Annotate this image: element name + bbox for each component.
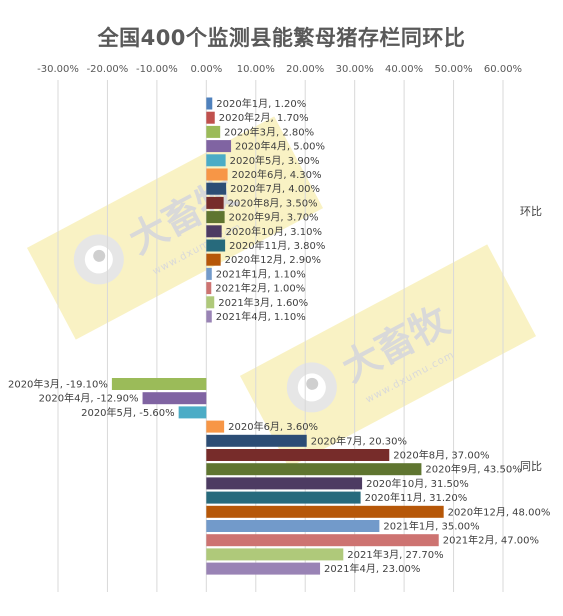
- bar: [206, 267, 212, 280]
- data-label: 2020年3月, 2.80%: [224, 125, 314, 138]
- x-tick-label: 60.00%: [484, 64, 522, 75]
- bar: [206, 520, 380, 532]
- data-label: 2020年5月, 3.90%: [230, 154, 320, 167]
- bar: [206, 434, 307, 447]
- data-label: 2020年5月, -5.60%: [81, 406, 175, 419]
- data-label: 2020年7月, 4.00%: [230, 182, 320, 195]
- data-label: 2021年1月, 1.10%: [216, 267, 306, 280]
- data-label: 2020年8月, 3.50%: [228, 196, 318, 209]
- data-label: 2020年6月, 3.60%: [228, 420, 318, 433]
- group-label: 环比: [520, 205, 542, 218]
- bar: [206, 168, 228, 181]
- x-tick-label: 20.00%: [286, 64, 324, 75]
- bar: [206, 182, 227, 195]
- data-label: 2020年9月, 3.70%: [229, 211, 319, 224]
- data-label: 2020年8月, 37.00%: [393, 449, 489, 462]
- data-label: 2020年4月, 5.00%: [235, 140, 325, 153]
- bar: [206, 562, 321, 575]
- bar: [206, 548, 344, 561]
- data-label: 2020年10月, 31.50%: [366, 477, 469, 490]
- bar: [206, 111, 215, 124]
- data-label: 2020年4月, -12.90%: [39, 392, 139, 405]
- chart-title: 全国400个监测县能繁母猪存栏同环比: [97, 26, 466, 50]
- data-label: 2021年3月, 27.70%: [347, 548, 443, 561]
- bar: [206, 97, 213, 110]
- bar: [206, 282, 212, 295]
- data-label: 2020年1月, 1.20%: [216, 97, 306, 110]
- data-label: 2021年2月, 1.00%: [215, 282, 305, 295]
- bar: [206, 154, 226, 167]
- data-label: 2020年12月, 2.90%: [225, 253, 321, 266]
- x-tick-label: 30.00%: [336, 64, 374, 75]
- data-label: 2021年2月, 47.00%: [443, 534, 539, 547]
- data-label: 2020年3月, -19.10%: [8, 378, 108, 391]
- bar: [206, 310, 212, 323]
- x-tick-label: -30.00%: [37, 64, 79, 75]
- bar: [206, 225, 222, 238]
- x-tick-label: 0.00%: [190, 64, 222, 75]
- bar: [206, 239, 226, 252]
- bar: [206, 211, 225, 224]
- x-tick-label: 40.00%: [385, 64, 423, 75]
- bar: [206, 449, 390, 461]
- x-tick-label: -20.00%: [87, 64, 129, 75]
- bar: [206, 140, 232, 153]
- data-label: 2020年12月, 48.00%: [448, 505, 551, 518]
- bar: [206, 420, 225, 433]
- x-tick-label: 10.00%: [237, 64, 275, 75]
- bar: [142, 392, 207, 405]
- data-label: 2020年7月, 20.30%: [311, 434, 407, 447]
- bar: [111, 378, 207, 390]
- bar: [206, 125, 221, 138]
- bar: [206, 491, 361, 504]
- bar: [206, 196, 224, 209]
- data-label: 2021年1月, 35.00%: [383, 520, 479, 533]
- bar: [206, 534, 439, 547]
- x-tick-label: -10.00%: [136, 64, 178, 75]
- x-tick-label: 50.00%: [434, 64, 472, 75]
- bar: [206, 505, 444, 518]
- data-label: 2020年11月, 31.20%: [365, 491, 468, 504]
- data-label: 2020年6月, 4.30%: [232, 168, 322, 181]
- data-label: 2021年3月, 1.60%: [218, 296, 308, 309]
- group-label: 同比: [520, 460, 542, 473]
- data-label: 2020年10月, 3.10%: [226, 225, 322, 238]
- data-label: 2020年11月, 3.80%: [229, 239, 325, 252]
- data-label: 2020年2月, 1.70%: [219, 111, 309, 124]
- bar: [206, 253, 221, 266]
- data-label: 2020年9月, 43.50%: [425, 463, 521, 476]
- bar: [206, 296, 215, 309]
- data-label: 2021年4月, 1.10%: [216, 310, 306, 323]
- bar: [206, 477, 363, 490]
- bar: [178, 406, 207, 419]
- data-label: 2021年4月, 23.00%: [324, 562, 420, 575]
- bar: [206, 463, 422, 476]
